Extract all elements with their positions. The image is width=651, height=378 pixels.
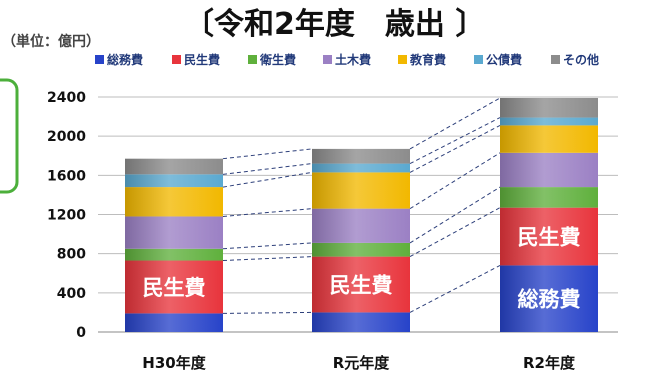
bar-segment-1-1	[125, 313, 223, 332]
bar-segment-1-7	[125, 158, 223, 175]
connector-line	[409, 264, 501, 313]
bar-segment-2-7	[312, 148, 410, 164]
bar-segment-2-6	[312, 163, 410, 173]
legend-label-5: 教育費	[409, 52, 446, 67]
segment-label: 総務費	[518, 288, 581, 312]
connector-line	[222, 208, 313, 217]
x-category-label: R2年度	[523, 354, 576, 372]
legend-swatch-2	[172, 55, 181, 64]
bar-segment-3-1	[500, 265, 598, 332]
connector-line	[222, 242, 313, 250]
y-tick-label: 1200	[47, 208, 86, 224]
connector-lines	[222, 97, 501, 314]
legend-swatch-7	[551, 55, 560, 64]
bars	[125, 97, 598, 332]
connector-line	[409, 97, 501, 150]
bar-segment-1-5	[125, 187, 223, 217]
y-tick-label: 2400	[47, 90, 86, 106]
bar-segment-2-2	[312, 256, 410, 313]
bar-segment-2-1	[312, 312, 410, 332]
y-tick-label: 2000	[47, 129, 86, 145]
bar-segment-3-5	[500, 125, 598, 153]
connector-line	[222, 171, 313, 188]
bar-segment-2-4	[312, 208, 410, 243]
connector-line	[409, 117, 501, 165]
legend: 総務費 民生費 衛生費 土木費 教育費 公債費 その他	[95, 52, 599, 67]
unit-label: （単位：億円）	[2, 33, 100, 50]
x-category-label: R元年度	[333, 354, 391, 372]
bar-segment-3-3	[500, 187, 598, 208]
legend-swatch-6	[474, 55, 483, 64]
bar-segment-3-2	[500, 207, 598, 266]
connector-line	[222, 311, 313, 314]
legend-label-7: その他	[563, 52, 599, 67]
y-axis: 0 400 800 1200 1600 2000 2400	[47, 90, 86, 341]
bar-segment-2-5	[312, 172, 410, 209]
connector-line	[409, 186, 501, 244]
bar-segment-1-2	[125, 260, 223, 314]
legend-swatch-4	[323, 55, 332, 64]
legend-label-2: 民生費	[184, 52, 220, 67]
legend-label-4: 土木費	[335, 52, 371, 67]
bar-segment-3-6	[500, 117, 598, 126]
segment-label: 民生費	[143, 276, 206, 300]
connector-line	[409, 207, 501, 258]
x-axis: H30年度 R元年度 R2年度	[142, 354, 576, 372]
legend-swatch-5	[398, 55, 407, 64]
bar-segment-1-6	[125, 174, 223, 188]
connector-line	[409, 124, 501, 173]
legend-swatch-3	[248, 55, 257, 64]
bar-segment-1-4	[125, 216, 223, 249]
segment-label: 民生費	[330, 274, 393, 298]
connector-line	[222, 163, 313, 175]
y-tick-label: 800	[57, 247, 86, 263]
side-callout-box	[0, 78, 19, 194]
bar-segment-1-3	[125, 248, 223, 261]
y-tick-label: 0	[76, 325, 86, 341]
connector-line	[409, 152, 501, 210]
bar-segment-3-4	[500, 152, 598, 188]
legend-swatch-1	[95, 55, 104, 64]
legend-label-6: 公債費	[486, 52, 522, 67]
x-category-label: H30年度	[142, 354, 206, 372]
segment-label: 民生費	[518, 226, 581, 250]
y-tick-label: 400	[57, 286, 86, 302]
legend-label-1: 総務費	[107, 52, 143, 67]
bar-segment-3-7	[500, 97, 598, 118]
connector-line	[222, 148, 313, 160]
bar-segment-2-3	[312, 242, 410, 257]
connector-line	[222, 256, 313, 262]
chart-title: 〔令和2年度 歳出 〕	[184, 7, 485, 42]
y-tick-label: 1600	[47, 168, 86, 184]
legend-label-3: 衛生費	[259, 52, 296, 67]
